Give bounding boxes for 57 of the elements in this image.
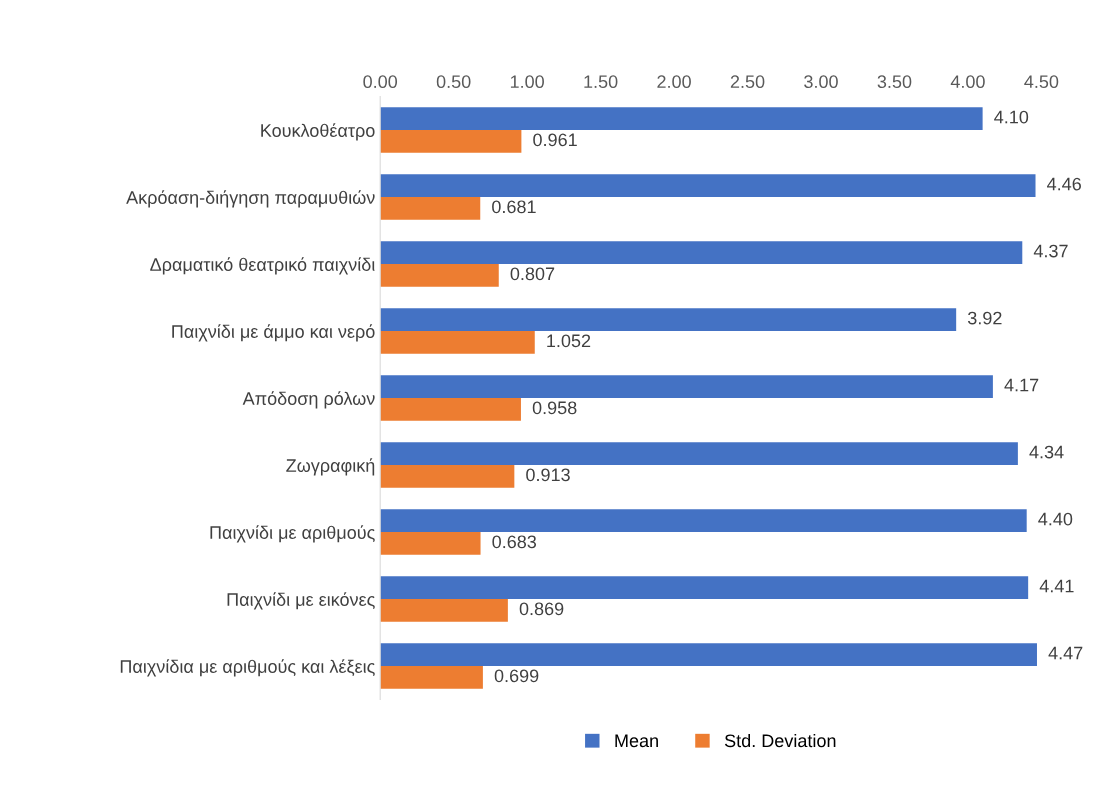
x-tick-label: 4.50: [1024, 75, 1059, 89]
data-label: 1.052: [547, 334, 591, 348]
data-label: 4.34: [1029, 445, 1064, 459]
y-tick-label: Παιχνίδι με εικόνες: [227, 592, 375, 610]
x-tick-label: 3.50: [877, 75, 912, 89]
y-tick-label: Παιχνίδια με αριθμούς και λέξεις: [120, 659, 375, 677]
bar: [380, 643, 1037, 666]
legend-label: Std. Deviation: [724, 733, 836, 748]
bar: [380, 241, 1023, 264]
data-label: 4.10: [994, 110, 1029, 124]
x-tick-label: 1.00: [510, 75, 544, 89]
bar: [380, 375, 993, 398]
data-label: 4.37: [1033, 244, 1068, 258]
y-tick-label: Ακρόαση-διήγηση παραμυθιών: [126, 190, 375, 208]
data-label: 0.681: [492, 200, 536, 214]
data-label: 3.92: [967, 311, 1002, 325]
bar: [380, 531, 481, 555]
x-tick-label: 2.50: [730, 75, 765, 89]
x-tick-label: 4.00: [950, 75, 985, 89]
data-label: 0.958: [532, 401, 577, 415]
data-label: 4.46: [1047, 177, 1081, 191]
bar: [380, 397, 521, 421]
bar: [380, 665, 483, 689]
bar: [380, 442, 1018, 465]
bar: [380, 174, 1036, 197]
y-tick-label: Απόδοση ρόλων: [242, 391, 375, 409]
x-tick-label: 2.00: [657, 75, 691, 89]
data-label: 4.40: [1038, 512, 1073, 526]
data-label: 0.807: [510, 267, 555, 281]
data-label: 0.913: [526, 468, 570, 482]
x-tick-label: 0.50: [436, 75, 471, 89]
data-label: 0.699: [494, 669, 539, 683]
y-tick-label: Παιχνίδι με άμμο και νερό: [172, 324, 375, 342]
bar: [380, 196, 481, 220]
bar: [380, 330, 535, 354]
bar: [380, 576, 1029, 599]
data-label: 0.961: [533, 133, 577, 147]
y-tick-label: Κουκλοθέατρο: [261, 123, 375, 141]
y-tick-label: Δραματικό θεατρικό παιχνίδι: [150, 257, 375, 275]
bar: [380, 464, 515, 488]
bar: [380, 308, 957, 331]
data-label: 4.41: [1039, 579, 1074, 593]
data-label: 4.17: [1004, 378, 1039, 392]
bar: [380, 509, 1027, 532]
data-label: 4.47: [1048, 646, 1083, 660]
x-tick-label: 1.50: [584, 75, 618, 89]
bar: [380, 107, 983, 130]
bar: [380, 598, 508, 622]
data-label: 0.683: [492, 535, 537, 549]
y-tick-label: Ζωγραφική: [286, 458, 375, 476]
y-tick-label: Παιχνίδι με αριθμούς: [210, 525, 375, 543]
x-tick-label: 3.00: [804, 75, 838, 89]
data-label: 0.869: [519, 602, 564, 616]
x-tick-label: 0.00: [363, 75, 398, 89]
bar: [380, 263, 499, 287]
legend-label: Mean: [615, 734, 658, 748]
bar: [380, 129, 522, 153]
